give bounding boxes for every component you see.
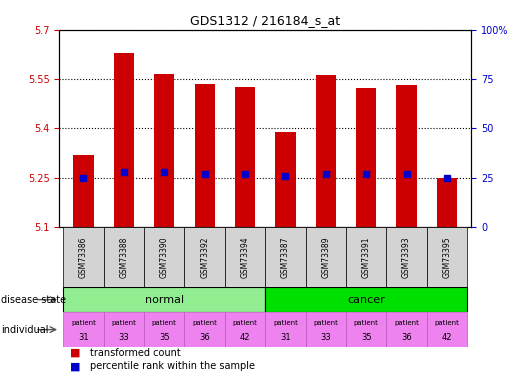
Bar — [386, 227, 427, 287]
Bar — [63, 227, 104, 287]
Bar — [386, 312, 427, 347]
Text: patient: patient — [273, 320, 298, 326]
Text: 36: 36 — [401, 333, 412, 342]
Bar — [144, 227, 184, 287]
Bar — [184, 312, 225, 347]
Bar — [73, 154, 94, 227]
Text: patient: patient — [233, 320, 258, 326]
Bar — [265, 287, 467, 312]
Text: GSM73390: GSM73390 — [160, 236, 169, 278]
Text: GSM73393: GSM73393 — [402, 236, 411, 278]
Text: 31: 31 — [280, 333, 291, 342]
Text: patient: patient — [394, 320, 419, 326]
Text: transformed count: transformed count — [90, 348, 181, 357]
Text: 35: 35 — [361, 333, 371, 342]
Bar — [305, 312, 346, 347]
Text: disease state: disease state — [1, 295, 66, 304]
Text: patient: patient — [354, 320, 379, 326]
Bar — [265, 312, 305, 347]
Text: GSM73389: GSM73389 — [321, 236, 330, 278]
Text: ■: ■ — [70, 348, 80, 357]
Bar — [104, 227, 144, 287]
Text: 35: 35 — [159, 333, 169, 342]
Bar — [427, 227, 467, 287]
Text: 31: 31 — [78, 333, 89, 342]
Bar — [427, 312, 467, 347]
Text: percentile rank within the sample: percentile rank within the sample — [90, 362, 255, 371]
Text: patient: patient — [313, 320, 338, 326]
Bar — [346, 227, 386, 287]
Text: patient: patient — [435, 320, 459, 326]
Bar — [437, 178, 457, 227]
Title: GDS1312 / 216184_s_at: GDS1312 / 216184_s_at — [190, 15, 340, 27]
Text: GSM73394: GSM73394 — [241, 236, 250, 278]
Text: patient: patient — [111, 320, 136, 326]
Text: ■: ■ — [70, 362, 80, 371]
Text: patient: patient — [192, 320, 217, 326]
Bar — [316, 75, 336, 227]
Text: patient: patient — [71, 320, 96, 326]
Text: 42: 42 — [240, 333, 250, 342]
Text: 36: 36 — [199, 333, 210, 342]
Text: 33: 33 — [118, 333, 129, 342]
Bar — [195, 84, 215, 227]
Text: 42: 42 — [442, 333, 452, 342]
Text: patient: patient — [152, 320, 177, 326]
Bar — [144, 312, 184, 347]
Bar — [104, 312, 144, 347]
Text: GSM73391: GSM73391 — [362, 236, 371, 278]
Bar — [225, 227, 265, 287]
Bar — [356, 88, 376, 227]
Bar — [114, 53, 134, 227]
Text: cancer: cancer — [347, 295, 385, 304]
Text: GSM73387: GSM73387 — [281, 236, 290, 278]
Bar — [265, 227, 305, 287]
Bar — [235, 87, 255, 227]
Bar — [225, 312, 265, 347]
Text: individual: individual — [1, 325, 48, 334]
Bar — [346, 312, 386, 347]
Text: GSM73388: GSM73388 — [119, 236, 128, 278]
Bar — [63, 312, 104, 347]
Text: GSM73395: GSM73395 — [442, 236, 452, 278]
Bar — [63, 287, 265, 312]
Bar — [397, 85, 417, 227]
Bar — [276, 132, 296, 227]
Text: GSM73386: GSM73386 — [79, 236, 88, 278]
Text: normal: normal — [145, 295, 184, 304]
Bar — [154, 74, 175, 227]
Bar — [305, 227, 346, 287]
Bar — [184, 227, 225, 287]
Text: GSM73392: GSM73392 — [200, 236, 209, 278]
Text: 33: 33 — [320, 333, 331, 342]
